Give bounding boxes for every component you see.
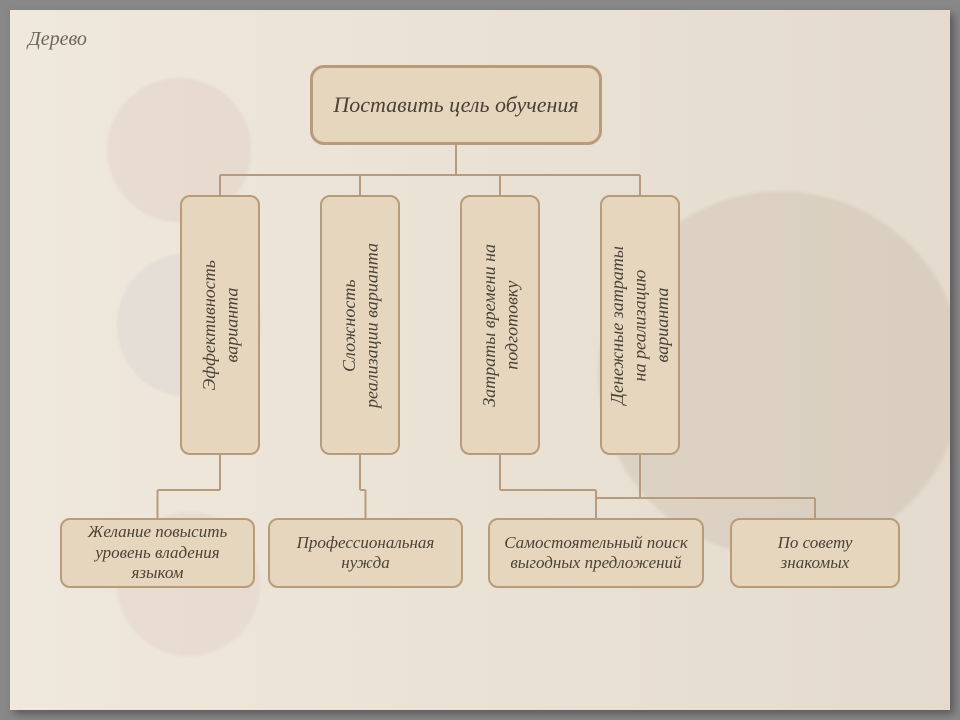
- tree-mid-label: Затраты времени на подготовку: [478, 244, 523, 407]
- tree-root-node: Поставить цель обучения: [310, 65, 602, 145]
- tree-mid-label: Сложность реализации варианта: [338, 243, 383, 408]
- tree-mid-node: Затраты времени на подготовку: [460, 195, 540, 455]
- tree-mid-node: Денежные затраты на реализацию варианта: [600, 195, 680, 455]
- tree-leaf-node: Самостоятельный поиск выгодных предложен…: [488, 518, 704, 588]
- tree-leaf-label: По совету знакомых: [742, 533, 888, 574]
- tree-mid-node: Сложность реализации варианта: [320, 195, 400, 455]
- tree-root-label: Поставить цель обучения: [333, 92, 578, 118]
- tree-leaf-node: Желание повысить уровень владения языком: [60, 518, 255, 588]
- tree-mid-label: Денежные затраты на реализацию варианта: [606, 246, 674, 404]
- page-title: Дерево: [28, 28, 87, 51]
- tree-leaf-label: Самостоятельный поиск выгодных предложен…: [500, 533, 692, 574]
- tree-leaf-node: Профессиональная нужда: [268, 518, 463, 588]
- tree-leaf-label: Желание повысить уровень владения языком: [72, 522, 243, 583]
- tree-mid-node: Эффективность варианта: [180, 195, 260, 455]
- slide-page: Дерево Поставить цель обучения Эффективн…: [10, 10, 950, 710]
- tree-leaf-node: По совету знакомых: [730, 518, 900, 588]
- tree-leaf-label: Профессиональная нужда: [280, 533, 451, 574]
- tree-mid-label: Эффективность варианта: [198, 260, 243, 390]
